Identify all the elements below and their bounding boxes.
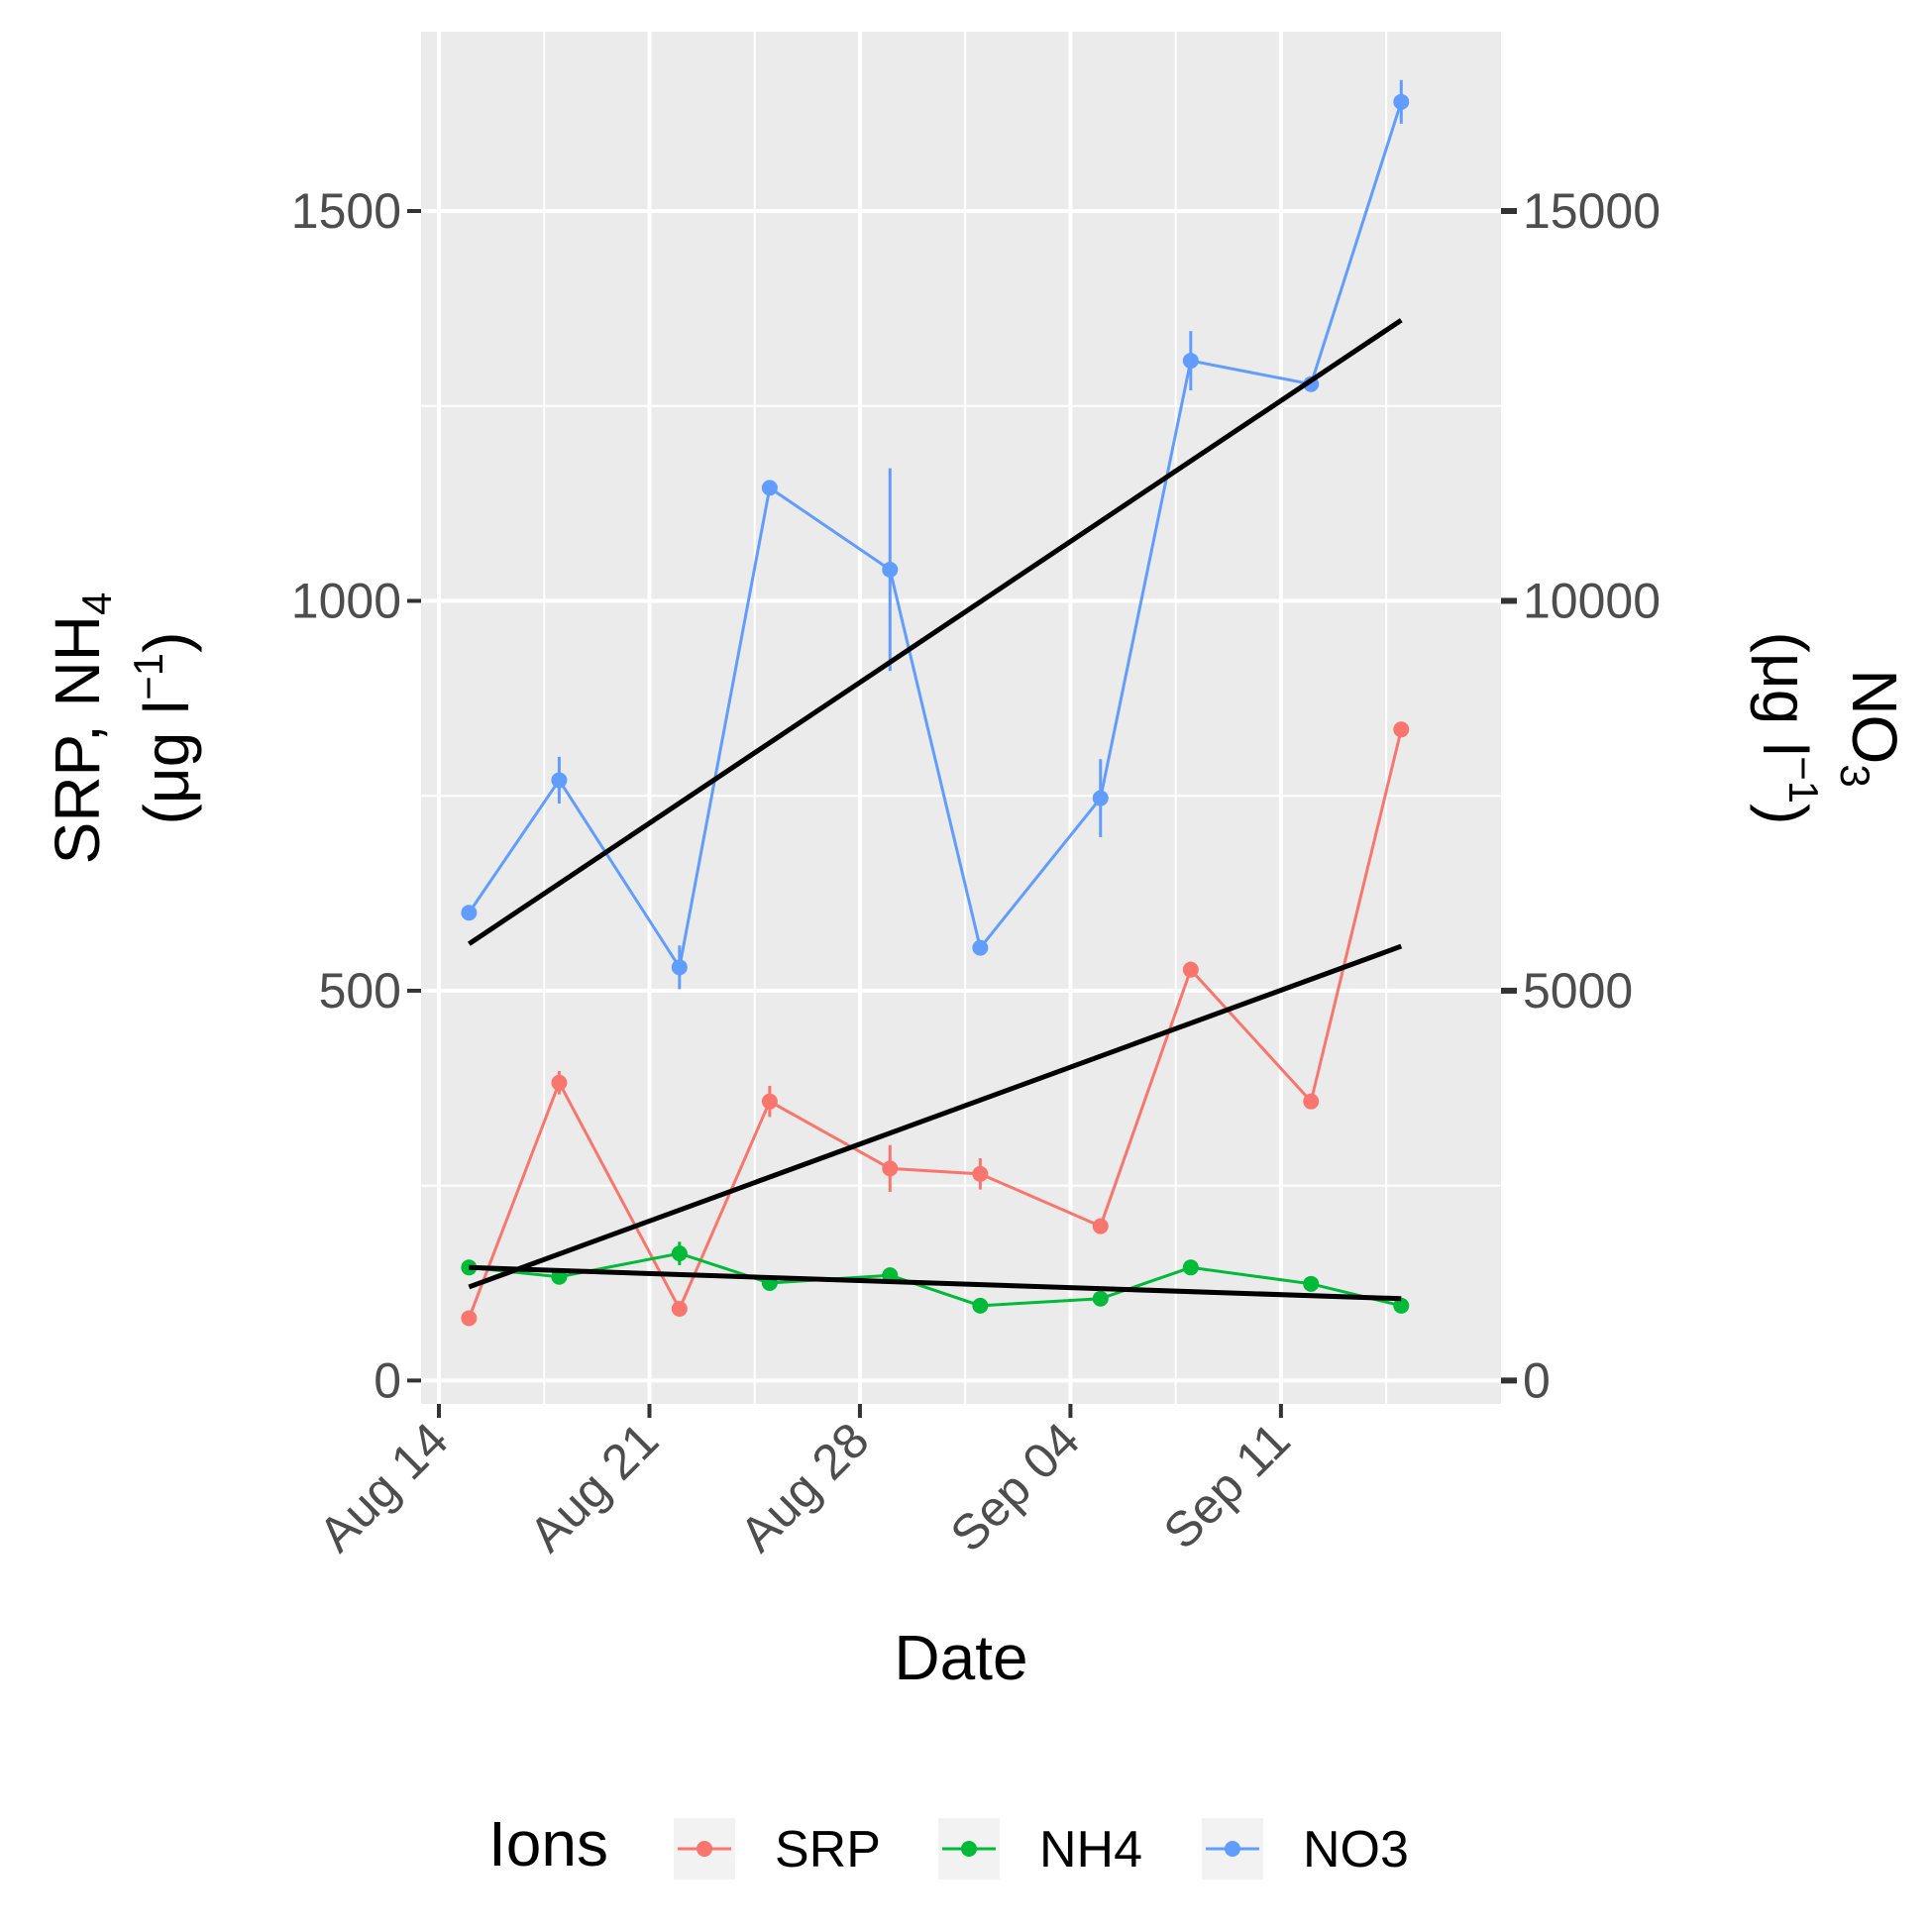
y-right-tick-label: 15000 [1523, 183, 1661, 239]
svg-text:(μg l−1): (μg l−1) [125, 632, 202, 825]
y-axis-right-title: NO3 (μg l−1) [1750, 632, 1910, 825]
data-point [1182, 1259, 1199, 1276]
y-left-tick-label: 500 [319, 963, 401, 1019]
x-tick-label: Aug 28 [729, 1412, 880, 1562]
svg-text:NO3: NO3 [1832, 669, 1910, 787]
y-left-tick-label: 1500 [291, 183, 401, 239]
trend-line-nh4 [469, 1264, 1402, 1302]
series-layer [461, 79, 1410, 1327]
x-axis-title: Date [894, 1622, 1027, 1693]
svg-text:(μg l−1): (μg l−1) [1750, 632, 1827, 825]
series-srp [461, 721, 1410, 1327]
series-line-no3 [468, 101, 1403, 972]
data-point [551, 772, 568, 789]
y-right-label-sub: 3 [1832, 764, 1878, 787]
legend-label: SRP [775, 1821, 881, 1878]
data-point [761, 1093, 778, 1110]
y-axis-right: 0 5000 10000 15000 [1501, 183, 1661, 1408]
y-right-tick-label: 10000 [1523, 573, 1661, 628]
y-left-label-units-sup: −1 [125, 653, 171, 700]
y-right-tick-label: 0 [1523, 1352, 1551, 1408]
legend-entries: SRP NH4 NO3 [674, 1818, 1409, 1879]
data-point [761, 480, 778, 496]
data-point [461, 1310, 478, 1327]
grid-minor [421, 32, 1501, 1404]
data-point [972, 1165, 989, 1182]
data-point [671, 959, 688, 976]
series-line-srp [467, 728, 1403, 1319]
x-tick-label: Sep 11 [1153, 1412, 1301, 1559]
y-right-label-units-sup: −1 [1780, 756, 1827, 804]
trend-line-no3 [467, 318, 1403, 946]
legend-label: NO3 [1303, 1821, 1409, 1878]
y-right-label-main: NO [1839, 669, 1910, 764]
y-left-label-sub: 4 [73, 592, 120, 615]
data-point [1393, 721, 1410, 738]
data-point [1182, 961, 1199, 978]
y-right-label-units: (μg l [1750, 632, 1821, 757]
legend-key-point [697, 1841, 712, 1857]
data-point [972, 1297, 989, 1314]
legend: Ions SRP NH4 NO3 [488, 1808, 1409, 1879]
data-point [1092, 1218, 1109, 1234]
trend-lines [467, 318, 1403, 1302]
data-point [1092, 1290, 1109, 1307]
data-point [1303, 1275, 1320, 1292]
data-point [461, 905, 478, 921]
y-left-tick-label: 1000 [291, 573, 401, 628]
data-point [1393, 93, 1410, 110]
y-left-label-main: SRP, NH [42, 615, 113, 864]
legend-label: NH4 [1039, 1821, 1142, 1878]
data-point [551, 1074, 568, 1091]
y-axis-left-title: SRP, NH4 (μg l−1) [42, 592, 202, 865]
x-axis: Aug 14 Aug 21 Aug 28 Sep 04 Sep 11 [308, 1404, 1301, 1562]
data-point [1303, 1093, 1320, 1110]
data-point [972, 939, 989, 956]
x-tick-label: Sep 04 [940, 1412, 1091, 1562]
legend-key-point [961, 1841, 977, 1857]
data-point [1182, 353, 1199, 370]
y-axis-left: 0 500 1000 1500 [291, 183, 421, 1408]
y-right-tick-label: 5000 [1523, 963, 1633, 1019]
series-line-nh4 [469, 1251, 1402, 1308]
legend-key-point [1225, 1841, 1240, 1857]
panel-background [421, 32, 1501, 1404]
y-left-label-units-close: ) [131, 632, 202, 653]
data-point [1393, 1297, 1410, 1314]
data-point [882, 561, 899, 578]
y-left-label-units: (μg l [131, 700, 202, 825]
trend-line-srp [468, 943, 1403, 1290]
data-point [671, 1245, 688, 1262]
svg-text:SRP, NH4: SRP, NH4 [42, 592, 120, 865]
data-point [671, 1300, 688, 1317]
y-left-tick-label: 0 [374, 1352, 401, 1408]
data-point [882, 1160, 899, 1177]
y-right-label-units-close: ) [1750, 804, 1821, 824]
x-tick-label: Aug 21 [519, 1412, 670, 1562]
x-tick-label: Aug 14 [308, 1412, 459, 1562]
legend-title: Ions [488, 1808, 608, 1879]
data-point [1092, 790, 1109, 806]
series-no3 [461, 79, 1410, 990]
grid-major [421, 32, 1501, 1404]
